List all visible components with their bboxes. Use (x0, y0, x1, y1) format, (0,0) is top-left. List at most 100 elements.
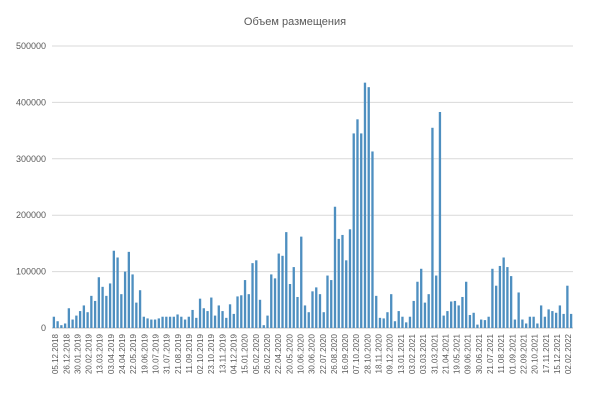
bar (116, 257, 119, 328)
bar (228, 304, 232, 328)
bar (348, 229, 352, 328)
bar (180, 316, 183, 328)
x-tick-label: 24.04.2019 (118, 333, 127, 374)
bar (345, 260, 348, 328)
bar (101, 286, 104, 328)
bar (123, 271, 127, 328)
bar (213, 315, 217, 328)
chart-title: Объем размещения (243, 16, 347, 28)
x-tick-label: 13.11.2019 (218, 333, 227, 373)
bar (300, 236, 303, 328)
x-tick-label: 21.08.2019 (174, 333, 183, 374)
bar (225, 317, 228, 328)
x-tick-label: 22.05.2019 (129, 333, 138, 374)
bar (528, 316, 532, 328)
bar (255, 260, 258, 328)
bar (513, 319, 517, 328)
x-tick-label: 30.06.2020 (308, 333, 317, 374)
bar (56, 321, 59, 328)
x-tick-label: 20.10.2021 (531, 333, 540, 374)
bar (251, 263, 254, 328)
bar (416, 281, 419, 328)
bar (551, 311, 554, 328)
x-tick-label: 15.01.2020 (241, 333, 250, 374)
bar (168, 316, 172, 328)
bar (390, 294, 393, 328)
y-tick-label: 400000 (16, 97, 46, 107)
x-tick-label: 15.12.2021 (553, 333, 562, 374)
bar (172, 316, 175, 328)
bar (450, 301, 453, 328)
bar (153, 319, 157, 328)
bar (566, 285, 569, 328)
x-tick-label: 28.10.2020 (363, 333, 372, 374)
bar (337, 238, 340, 328)
x-tick-label: 10.07.2019 (151, 333, 160, 374)
bar (105, 295, 108, 328)
x-tick-label: 13.01.2021 (397, 333, 406, 374)
bar (150, 319, 153, 328)
bar (569, 313, 573, 328)
bar (326, 275, 329, 328)
bar (318, 294, 322, 328)
bar (465, 281, 468, 328)
x-tick-label: 05.02.2020 (252, 333, 261, 374)
bar (397, 311, 400, 328)
bar (386, 312, 389, 328)
bar (288, 284, 292, 328)
bar (367, 87, 370, 328)
bar (86, 312, 89, 328)
bar (502, 257, 505, 328)
x-tick-label: 17.11.2021 (542, 333, 551, 373)
x-tick-label: 09.12.2020 (386, 333, 395, 374)
bar (558, 305, 562, 328)
bar (191, 309, 194, 328)
bar (322, 312, 325, 328)
bar (262, 325, 265, 328)
bar (352, 133, 355, 328)
bar (52, 316, 56, 328)
y-tick-label: 500000 (16, 41, 46, 51)
x-tick-label: 09.06.2021 (464, 333, 473, 374)
x-tick-label: 30.01.2019 (73, 333, 82, 374)
bar (420, 268, 423, 328)
bar (412, 300, 415, 328)
bar (240, 295, 243, 328)
bar (270, 274, 273, 328)
bar (495, 285, 498, 328)
bar (405, 322, 408, 328)
x-tick-label: 26.02.2020 (263, 333, 272, 374)
x-tick-label: 02.02.2022 (564, 333, 573, 374)
bar (120, 294, 123, 328)
bar (521, 319, 524, 328)
bar (524, 323, 528, 328)
x-tick-label: 18.11.2020 (375, 333, 384, 373)
bar (131, 274, 134, 328)
bar (266, 315, 269, 328)
bar (138, 290, 142, 328)
bar (423, 302, 427, 328)
bar (457, 305, 460, 328)
x-tick-label: 31.07.2019 (163, 333, 172, 374)
x-tick-label: 21.04.2021 (441, 333, 450, 374)
bar (360, 133, 363, 328)
bar (202, 308, 205, 328)
x-axis-labels: 05.12.2018 26.12.2018 30.01.2019 20.02.2019… (51, 333, 573, 374)
bar (273, 278, 277, 328)
bar (135, 302, 138, 328)
bar (476, 324, 479, 328)
bar (78, 311, 82, 328)
bar (442, 315, 445, 328)
bar (453, 300, 457, 328)
bar (311, 291, 314, 328)
bar (285, 232, 288, 328)
bar (382, 318, 385, 328)
bar (315, 287, 318, 328)
bar (483, 320, 487, 328)
x-tick-label: 03.04.2019 (107, 333, 116, 374)
bar (371, 151, 374, 328)
x-tick-label: 23.10.2019 (207, 333, 216, 374)
bar (195, 317, 198, 328)
bar (446, 311, 449, 328)
bar (60, 325, 63, 328)
